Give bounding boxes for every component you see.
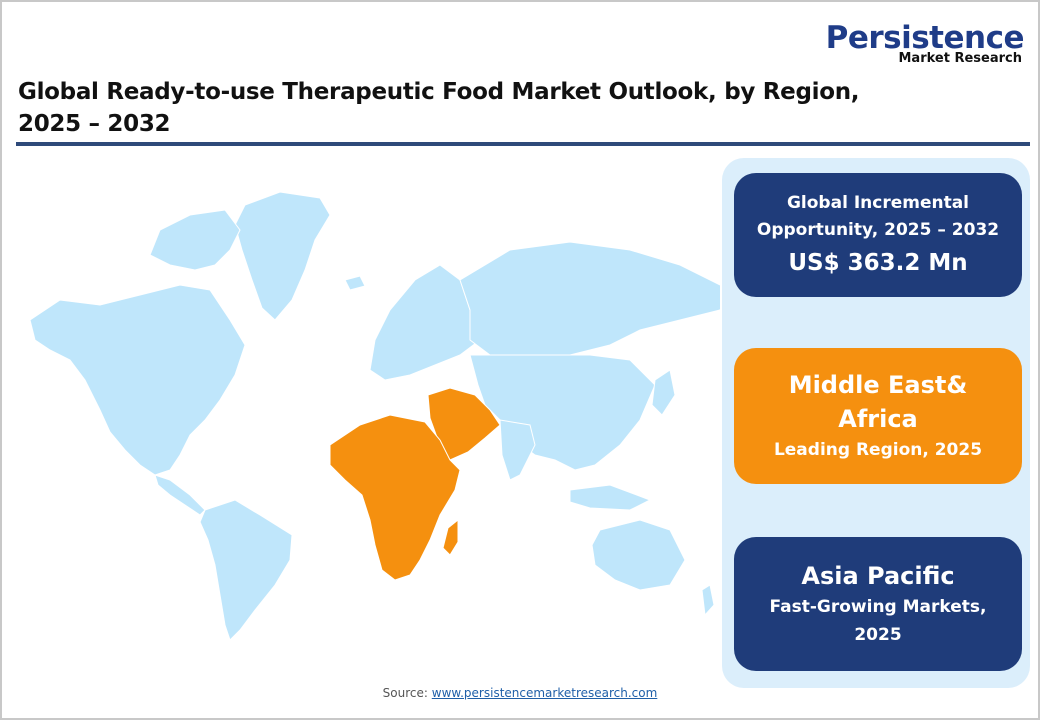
title-line-1: Global Ready-to-use Therapeutic Food Mar… [18, 79, 860, 105]
source-link[interactable]: www.persistencemarketresearch.com [431, 686, 658, 700]
iceland-shape [344, 275, 366, 291]
southeast-asia-shape [569, 484, 652, 511]
region-name: Asia Pacific [801, 562, 955, 590]
asia-shape [469, 354, 656, 471]
india-shape [499, 419, 536, 481]
new-zealand-shape [701, 584, 715, 617]
card-label-line-2: Opportunity, 2025 – 2032 [756, 220, 1000, 240]
world-map [29, 170, 731, 660]
fast-growing-region-card: Asia Pacific Fast-Growing Markets, 2025 [734, 537, 1022, 671]
opportunity-value: US$ 363.2 Mn [788, 250, 968, 276]
region-name-line-1: Middle East& [788, 371, 968, 399]
incremental-opportunity-card: Global Incremental Opportunity, 2025 – 2… [734, 173, 1022, 297]
world-map-graphic [29, 191, 731, 641]
title-divider [16, 142, 1030, 146]
highlights-panel: Global Incremental Opportunity, 2025 – 2… [722, 158, 1030, 688]
logo-tagline: Market Research [898, 51, 1023, 66]
greenland-shape [234, 191, 331, 321]
region-name-line-2: Africa [838, 405, 918, 433]
middle-east-shape [427, 387, 501, 461]
company-logo: Persistence Market Research [814, 20, 1025, 66]
japan-shape [651, 369, 676, 416]
region-caption-line-1: Fast-Growing Markets, [769, 597, 987, 617]
leading-region-card: Middle East& Africa Leading Region, 2025 [734, 348, 1022, 484]
arctic-islands-shape [149, 209, 241, 271]
central-america-shape [154, 474, 206, 516]
north-america-shape [29, 284, 246, 476]
south-america-shape [199, 499, 293, 641]
madagascar-shape [442, 518, 459, 556]
page-title: Global Ready-to-use Therapeutic Food Mar… [18, 76, 938, 140]
title-line-2: 2025 – 2032 [18, 111, 171, 137]
logo-brand: Persistence [825, 20, 1025, 56]
region-caption: Leading Region, 2025 [773, 440, 983, 460]
card-label-line-1: Global Incremental [786, 193, 970, 213]
australia-shape [591, 519, 686, 591]
russia-shape [459, 241, 731, 356]
source-label: Source: [382, 686, 428, 700]
africa-shape [329, 414, 461, 581]
source-footer: Source: www.persistencemarketresearch.co… [0, 686, 1040, 700]
region-caption-line-2: 2025 [854, 625, 902, 645]
